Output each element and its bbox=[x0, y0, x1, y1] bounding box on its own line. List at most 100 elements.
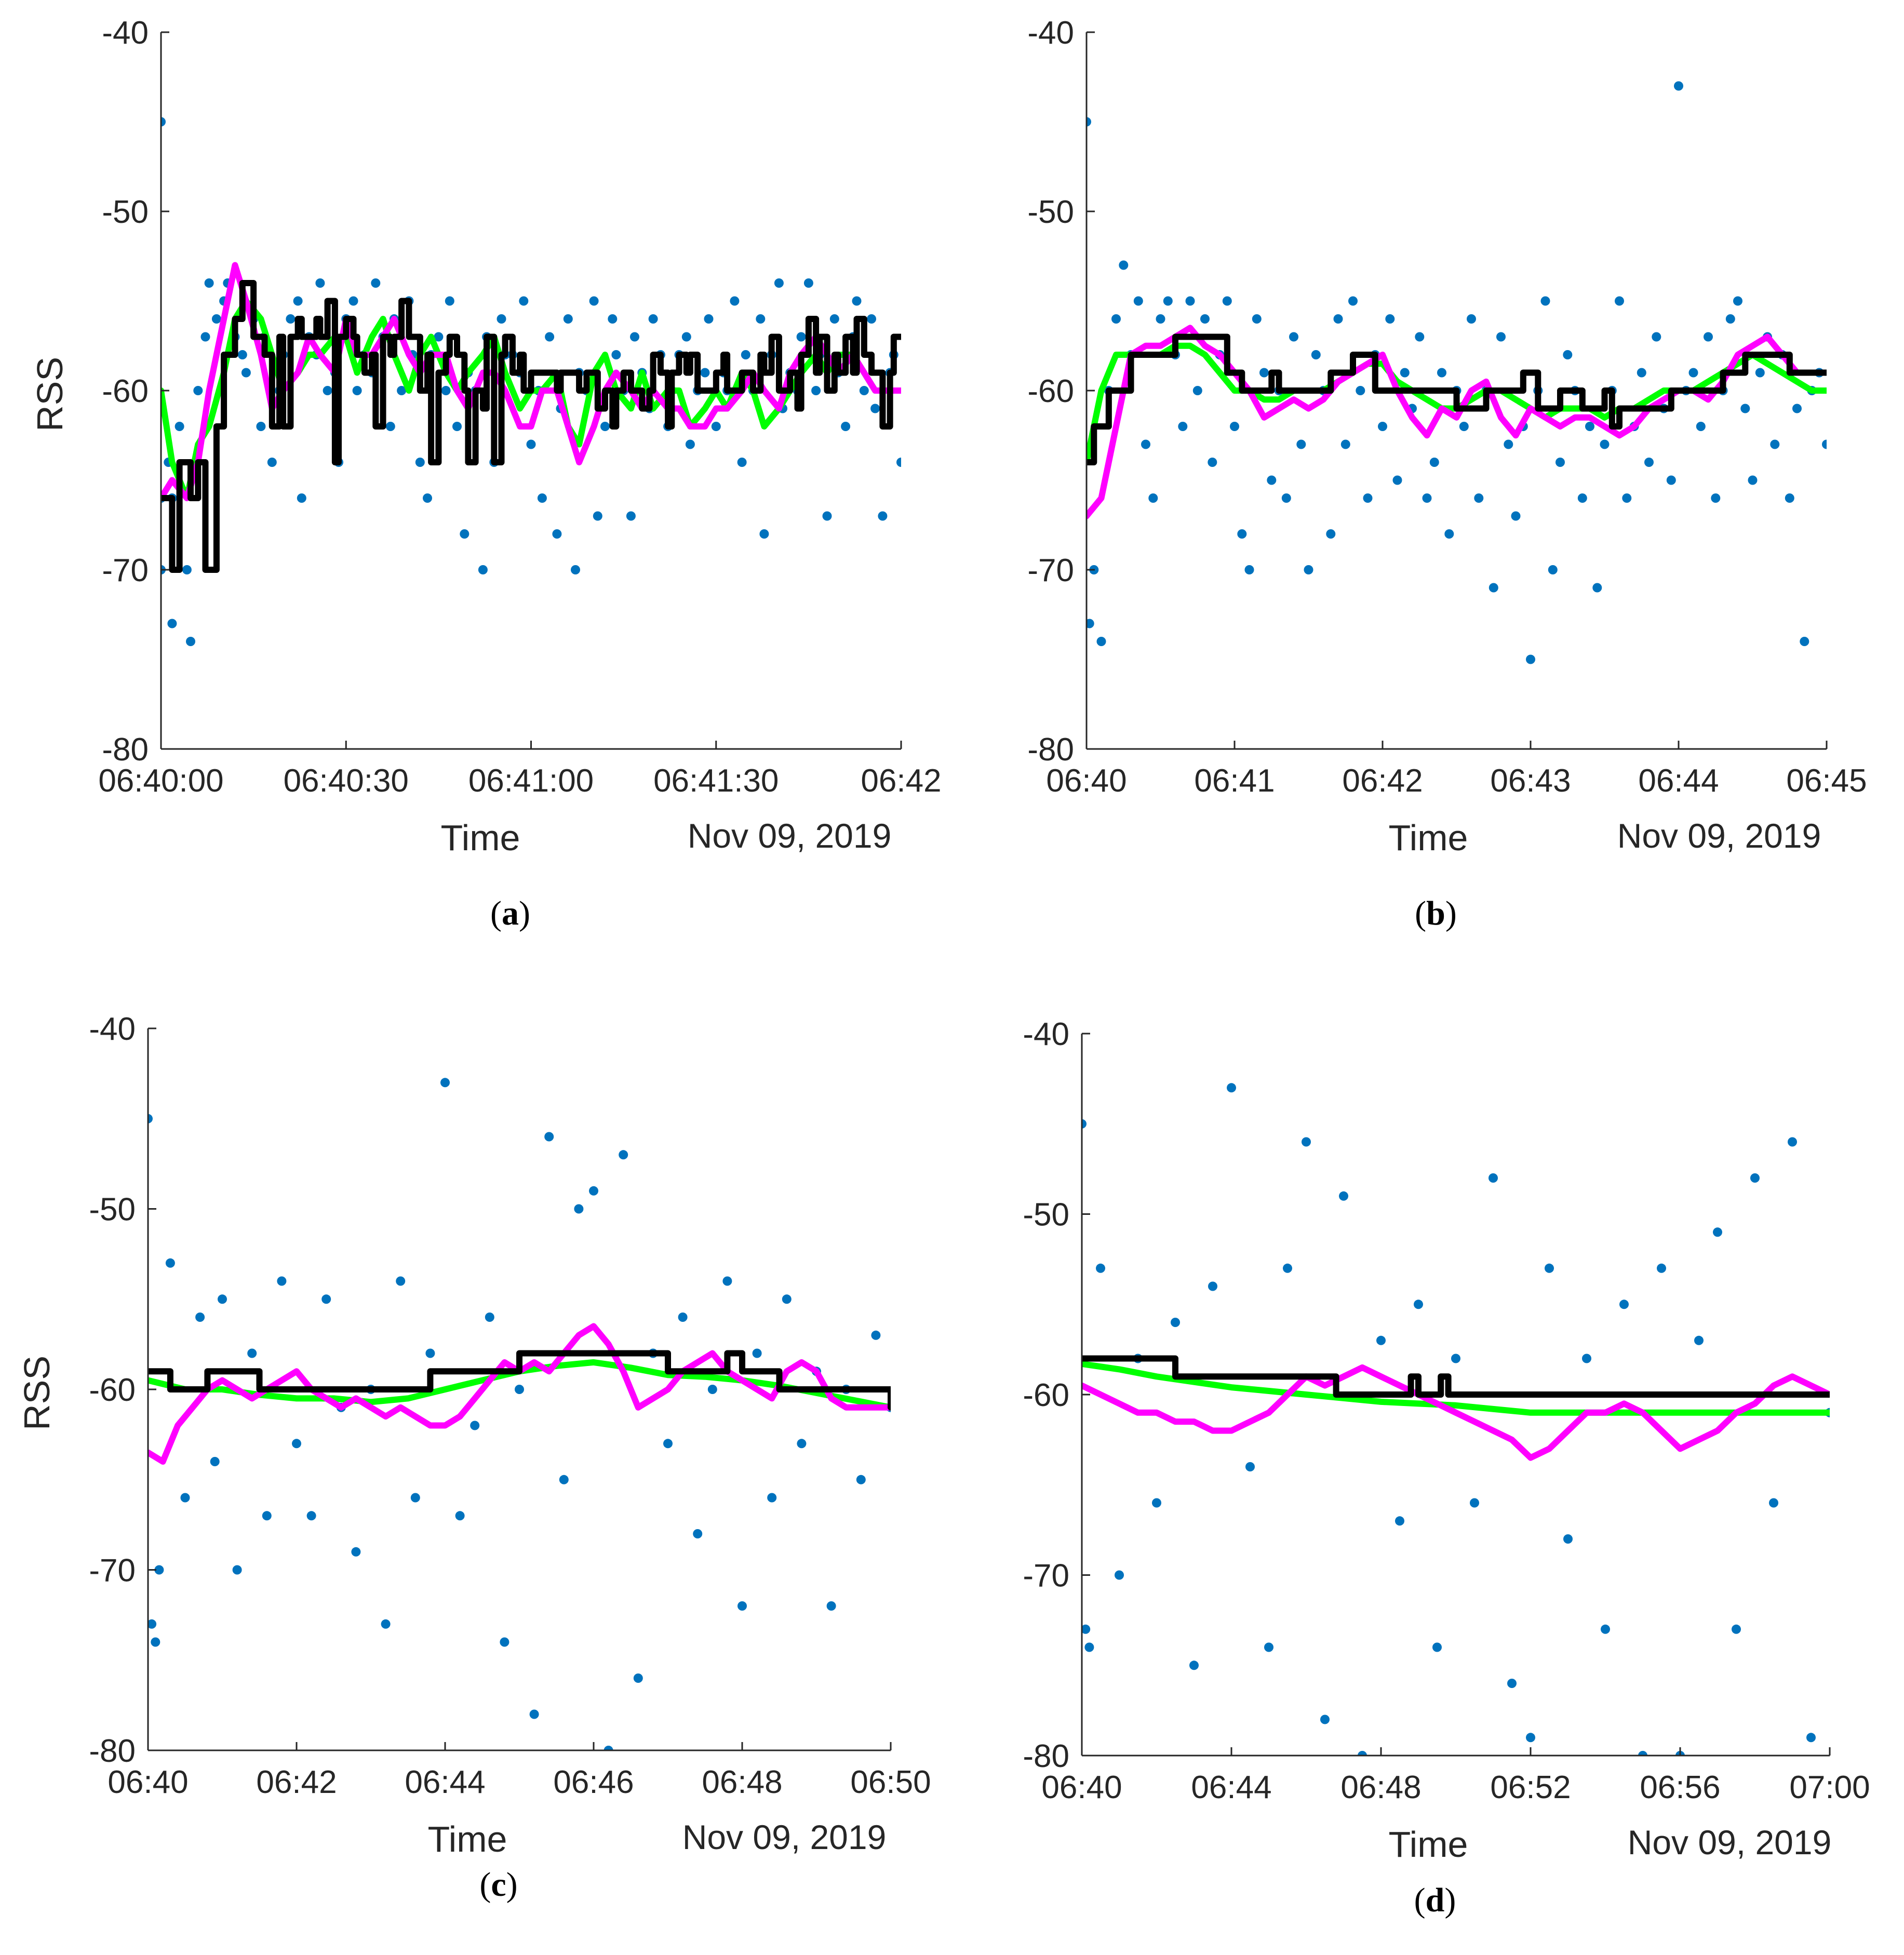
data-point bbox=[852, 296, 862, 306]
data-point bbox=[608, 314, 618, 324]
data-point bbox=[154, 1565, 164, 1575]
data-point bbox=[611, 350, 621, 359]
data-point bbox=[1696, 422, 1706, 431]
data-point bbox=[1666, 475, 1676, 485]
data-point bbox=[752, 1348, 762, 1358]
data-point bbox=[756, 314, 766, 324]
data-point bbox=[1356, 386, 1365, 395]
y-tick-label: -50 bbox=[1027, 194, 1074, 230]
x-tick-label: 06:42 bbox=[861, 763, 941, 799]
data-point bbox=[544, 1132, 554, 1142]
data-point bbox=[1444, 529, 1454, 539]
data-point bbox=[1163, 296, 1173, 306]
x-tick-label: 06:44 bbox=[405, 1764, 485, 1800]
data-point bbox=[1496, 332, 1506, 342]
data-point bbox=[1227, 1083, 1236, 1093]
data-point bbox=[1222, 296, 1232, 306]
data-point bbox=[315, 278, 325, 288]
data-point bbox=[460, 529, 470, 539]
y-tick-label: -70 bbox=[1027, 553, 1074, 588]
y-tick-label: -40 bbox=[1023, 1016, 1069, 1052]
data-point bbox=[200, 332, 210, 342]
data-point bbox=[589, 1186, 598, 1196]
data-point bbox=[1148, 493, 1158, 503]
x-axis-label: Time bbox=[428, 1819, 507, 1859]
data-point bbox=[410, 1493, 420, 1503]
data-point bbox=[1688, 368, 1698, 378]
data-point bbox=[1451, 1354, 1460, 1363]
x-tick-label: 06:40:30 bbox=[284, 763, 409, 799]
data-point bbox=[552, 529, 562, 539]
data-point bbox=[1200, 314, 1210, 324]
data-point bbox=[1320, 1715, 1330, 1724]
y-tick-label: -70 bbox=[89, 1553, 136, 1589]
data-point bbox=[829, 314, 839, 324]
data-point bbox=[1429, 458, 1439, 467]
data-point bbox=[1432, 1642, 1442, 1652]
data-point bbox=[1385, 314, 1395, 324]
data-point bbox=[1252, 314, 1262, 324]
x-tick-label: 06:41 bbox=[1194, 763, 1275, 799]
data-point bbox=[321, 1294, 331, 1304]
series-black-step bbox=[1082, 1355, 1830, 1398]
series-magenta-line bbox=[1087, 325, 1827, 519]
x-tick-label: 06:50 bbox=[850, 1764, 931, 1800]
y-tick-label: -60 bbox=[89, 1372, 136, 1408]
data-point bbox=[1459, 422, 1469, 431]
data-point bbox=[1208, 458, 1217, 467]
data-point bbox=[1674, 81, 1683, 91]
data-point bbox=[1489, 583, 1498, 593]
data-point bbox=[237, 350, 247, 359]
data-point bbox=[1141, 439, 1150, 449]
data-point bbox=[218, 1294, 227, 1304]
data-point bbox=[1600, 439, 1610, 449]
data-point bbox=[811, 386, 821, 395]
data-point bbox=[262, 1511, 272, 1521]
data-point bbox=[1822, 439, 1827, 449]
data-point bbox=[1806, 1733, 1816, 1743]
data-point bbox=[630, 332, 639, 342]
data-point bbox=[1289, 332, 1298, 342]
data-point bbox=[1281, 493, 1291, 503]
data-point bbox=[1244, 565, 1254, 574]
panel-a: -80 -70 -60 -50 -40 06:40:00 06:40:30 06:41:00 0… bbox=[30, 15, 942, 932]
data-point bbox=[1333, 314, 1343, 324]
data-point bbox=[1082, 1119, 1087, 1129]
data-point bbox=[381, 1619, 391, 1629]
data-point bbox=[1152, 1498, 1161, 1508]
data-point bbox=[440, 1078, 450, 1088]
data-point bbox=[1792, 404, 1802, 413]
data-point bbox=[741, 350, 750, 359]
x-tick-label: 07:00 bbox=[1789, 1770, 1870, 1805]
data-point bbox=[182, 565, 192, 574]
data-point bbox=[1748, 475, 1758, 485]
plot-area-c bbox=[148, 1078, 891, 1750]
y-tick-label: -70 bbox=[102, 553, 149, 588]
panel-c: -80 -70 -60 -50 -40 06:40 06:42 06:44 06:46 06:48… bbox=[17, 1011, 931, 1904]
data-point bbox=[722, 1276, 732, 1286]
data-point bbox=[782, 1294, 792, 1304]
data-point bbox=[1526, 1733, 1535, 1743]
data-point bbox=[1582, 1354, 1591, 1363]
data-point bbox=[293, 296, 303, 306]
data-point bbox=[1296, 439, 1306, 449]
data-point bbox=[796, 332, 806, 342]
data-point bbox=[529, 1709, 539, 1719]
data-point bbox=[1392, 475, 1402, 485]
data-point bbox=[1348, 296, 1358, 306]
data-point bbox=[685, 439, 695, 449]
x-tick-label: 06:48 bbox=[702, 1764, 782, 1800]
data-point bbox=[267, 458, 277, 467]
data-point bbox=[1704, 332, 1713, 342]
data-point bbox=[210, 1457, 220, 1466]
data-point bbox=[352, 386, 362, 395]
plot-area-a bbox=[161, 117, 901, 646]
data-point bbox=[371, 278, 381, 288]
data-point bbox=[161, 117, 166, 127]
y-tick-label: -50 bbox=[102, 194, 149, 230]
data-point bbox=[500, 1637, 509, 1647]
data-point bbox=[826, 1601, 836, 1611]
data-point bbox=[730, 296, 740, 306]
data-point bbox=[1511, 511, 1521, 521]
